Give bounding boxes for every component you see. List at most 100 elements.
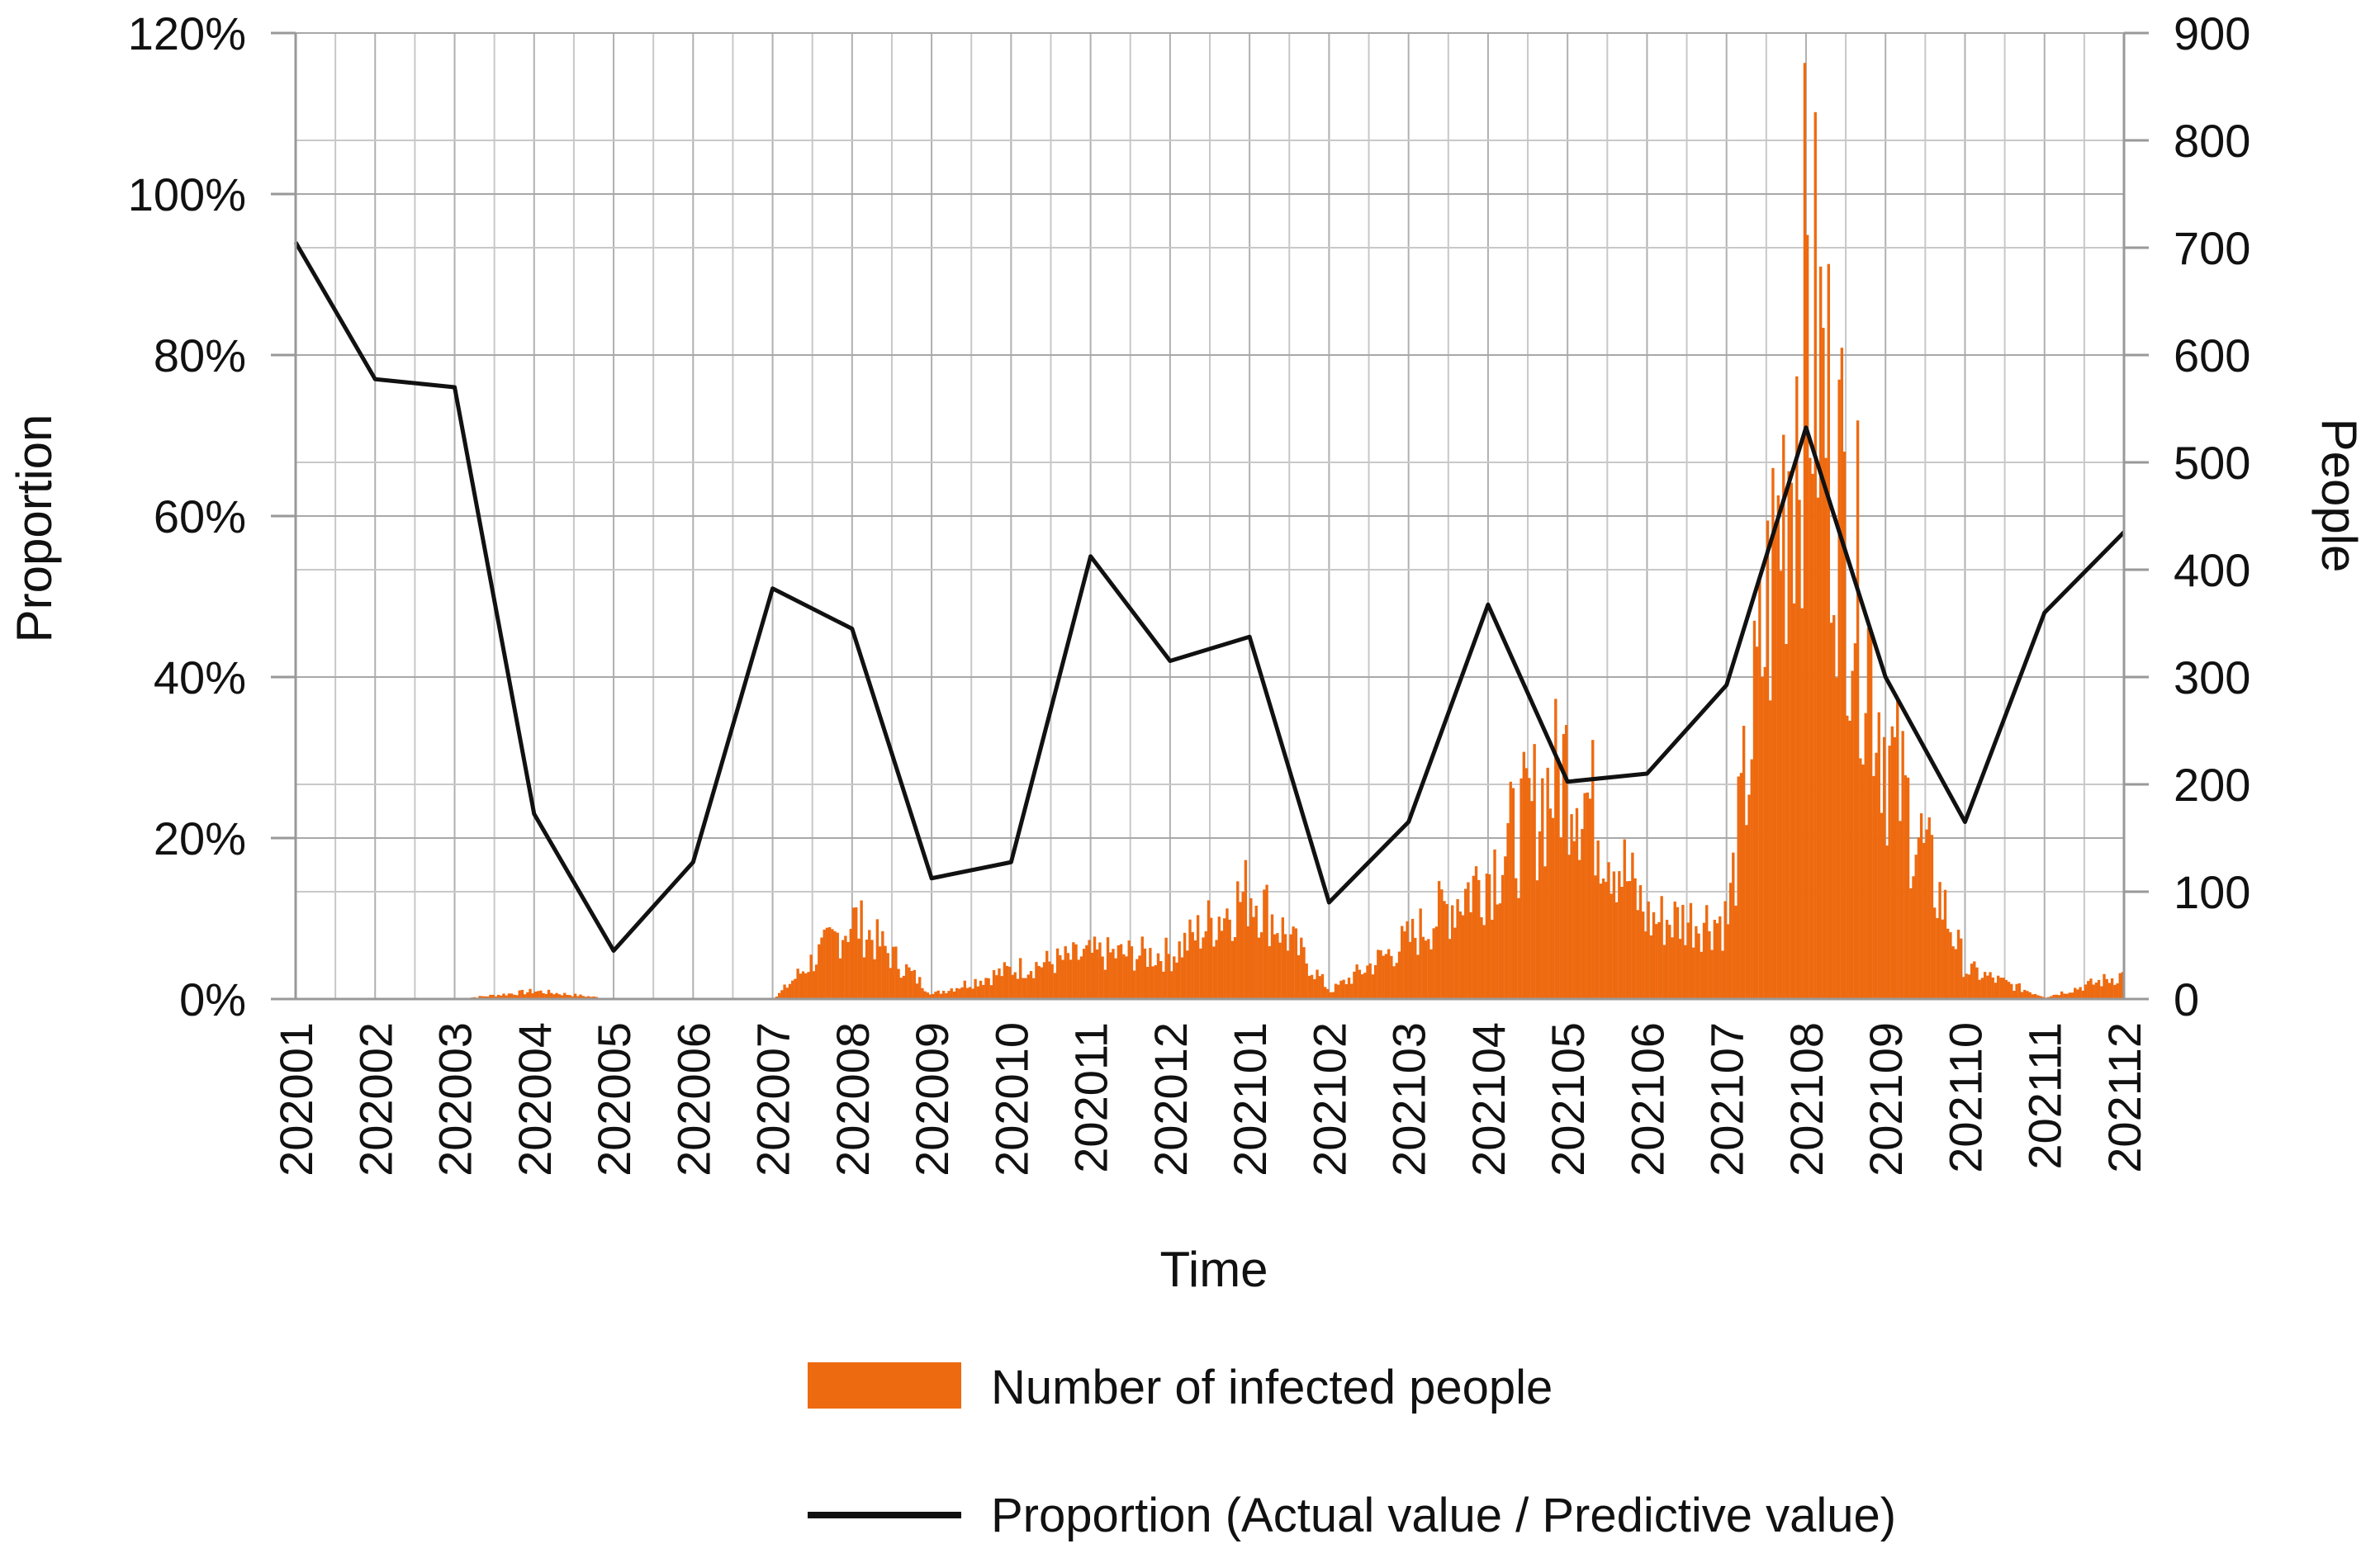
bar-infected-day xyxy=(850,929,852,999)
bar-infected-day xyxy=(2076,989,2079,999)
x-tick-label: 202001 xyxy=(270,1022,322,1177)
bar-infected-day xyxy=(1517,898,1520,999)
bar-infected-day xyxy=(1843,452,1846,999)
bar-infected-day xyxy=(1663,945,1666,999)
x-tick-label: 202007 xyxy=(747,1022,799,1177)
bar-infected-day xyxy=(1045,951,1048,999)
bar-infected-day xyxy=(1292,926,1294,999)
bar-infected-day xyxy=(1999,978,2002,999)
bar-infected-day xyxy=(1837,380,1840,999)
bar-infected-day xyxy=(2116,983,2118,999)
bar-infected-day xyxy=(1554,698,1557,999)
bar-infected-day xyxy=(1745,825,1747,999)
bar-infected-day xyxy=(1690,903,1692,999)
bar-infected-day xyxy=(1313,979,1316,999)
bar-infected-day xyxy=(1308,976,1311,999)
bar-infected-day xyxy=(1464,889,1467,999)
bar-infected-day xyxy=(1178,941,1180,999)
bar-infected-day xyxy=(1970,964,1973,999)
bar-infected-day xyxy=(1600,883,1602,999)
bar-infected-day xyxy=(870,940,873,999)
bar-infected-day xyxy=(1583,793,1586,999)
bar-infected-day xyxy=(1594,875,1596,999)
x-tick-label: 202106 xyxy=(1621,1022,1673,1177)
bar-infected-day xyxy=(519,991,521,999)
bar-infected-day xyxy=(1363,973,1366,999)
bar-infected-day xyxy=(1141,936,1144,999)
bar-infected-day xyxy=(1385,954,1387,999)
bar-infected-day xyxy=(1337,985,1339,999)
bar-infected-day xyxy=(1894,737,1896,999)
line-proportion-point xyxy=(613,949,615,952)
bar-infected-day xyxy=(807,972,809,999)
bar-infected-day xyxy=(1297,955,1300,999)
bar-infected-day xyxy=(1284,934,1287,999)
y-axis-left-title: Proportion xyxy=(7,414,62,643)
bar-infected-day xyxy=(1355,964,1358,999)
bar-infected-day xyxy=(1938,882,1941,999)
bar-infected-day xyxy=(1861,765,1864,999)
bar-infected-day xyxy=(1276,933,1278,999)
bar-infected-day xyxy=(1035,962,1037,999)
bar-infected-day xyxy=(1422,937,1425,999)
bar-infected-day xyxy=(1491,920,1493,999)
bar-infected-day xyxy=(913,970,916,999)
bar-infected-day xyxy=(1607,862,1610,999)
bar-infected-day xyxy=(1446,904,1448,999)
bar-infected-day xyxy=(884,946,886,999)
bar-infected-day xyxy=(1610,893,1613,999)
bar-infected-day xyxy=(1069,959,1072,999)
bar-infected-day xyxy=(1041,968,1043,999)
bar-infected-day xyxy=(1409,942,1411,999)
bar-infected-day xyxy=(1101,957,1103,999)
bar-infected-day xyxy=(1125,956,1127,999)
bar-infected-day xyxy=(1975,968,1978,999)
bar-infected-day xyxy=(783,984,785,999)
bar-infected-day xyxy=(846,942,849,999)
bar-infected-day xyxy=(1771,468,1774,999)
bar-infected-day xyxy=(1727,924,1729,999)
bar-infected-day xyxy=(1738,776,1740,999)
bar-infected-day xyxy=(804,973,807,999)
bar-infected-day xyxy=(1951,946,1954,999)
x-tick-label: 202111 xyxy=(2019,1022,2071,1170)
bar-infected-day xyxy=(1695,926,1697,999)
bar-infected-day xyxy=(1997,976,1999,999)
bar-infected-day xyxy=(1098,942,1101,999)
bar-infected-day xyxy=(1443,901,1445,999)
bar-infected-day xyxy=(1427,939,1429,999)
bar-infected-day xyxy=(1289,935,1292,999)
bar-infected-day xyxy=(993,970,995,999)
line-proportion-point xyxy=(931,877,933,879)
bar-infected-day xyxy=(910,971,913,999)
bar-infected-day xyxy=(1824,458,1827,999)
bar-infected-day xyxy=(791,981,794,999)
bar-infected-day xyxy=(1883,737,1885,999)
bar-infected-day xyxy=(2098,980,2100,999)
bar-infected-day xyxy=(1425,940,1427,999)
bar-infected-day xyxy=(539,991,542,999)
bar-infected-day xyxy=(1888,746,1890,999)
bar-infected-day xyxy=(1960,939,1962,999)
bar-infected-day xyxy=(964,981,966,999)
bar-infected-day xyxy=(1729,883,1732,999)
bar-infected-day xyxy=(1247,926,1249,999)
bar-infected-day xyxy=(1469,912,1472,999)
bar-infected-day xyxy=(1138,955,1140,999)
bar-infected-day xyxy=(1488,874,1491,999)
bar-infected-day xyxy=(1406,921,1408,999)
bar-infected-day xyxy=(1316,969,1318,999)
bar-infected-day xyxy=(1710,950,1713,999)
bar-infected-day xyxy=(1215,940,1217,999)
bar-infected-day xyxy=(1164,938,1167,999)
line-proportion-point xyxy=(771,587,774,590)
bar-infected-day xyxy=(1541,779,1543,999)
bar-infected-day xyxy=(903,976,905,999)
bar-infected-day xyxy=(1278,943,1281,999)
bar-infected-day xyxy=(1650,935,1652,999)
bar-infected-day xyxy=(1928,817,1931,999)
bar-infected-day xyxy=(1387,949,1390,999)
bar-infected-day xyxy=(1896,700,1899,999)
bar-infected-day xyxy=(1854,643,1856,999)
bar-infected-day xyxy=(1962,977,1965,999)
